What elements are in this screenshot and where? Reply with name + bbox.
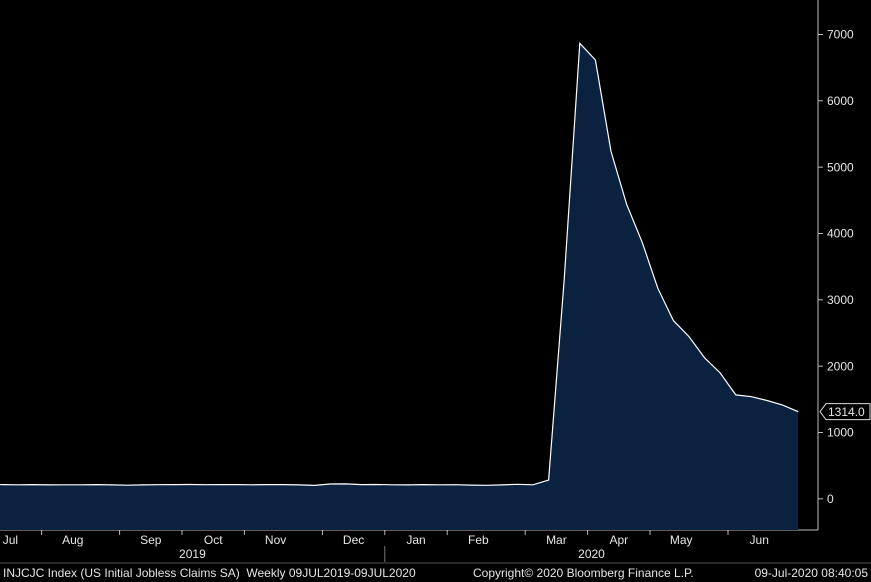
x-tick-label: Mar [546, 533, 567, 547]
x-tick-label: Sep [140, 533, 162, 547]
y-tick-label: 0 [827, 492, 834, 506]
year-label: 2019 [179, 547, 206, 561]
value-label-box [819, 403, 871, 421]
footer-timestamp: 09-Jul-2020 08:40:05 [755, 566, 869, 580]
year-label: 2020 [578, 547, 605, 561]
value-label: 1314.0 [828, 405, 865, 419]
x-tick-label: Jul [3, 533, 18, 547]
y-tick-label: 5000 [827, 160, 854, 174]
y-tick-label: 4000 [827, 227, 854, 241]
x-tick-label: Feb [468, 533, 489, 547]
y-tick-label: 1000 [827, 426, 854, 440]
x-tick-label: Aug [62, 533, 83, 547]
footer-description: INJCJC Index (US Initial Jobless Claims … [3, 566, 416, 580]
x-tick-label: May [670, 533, 693, 547]
x-tick-label: Apr [609, 533, 628, 547]
y-tick-label: 3000 [827, 293, 854, 307]
y-tick-label: 7000 [827, 28, 854, 42]
y-tick-label: 6000 [827, 94, 854, 108]
area [0, 43, 799, 530]
y-tick-label: 2000 [827, 359, 854, 373]
x-tick-label: Jan [406, 533, 425, 547]
line [0, 41, 799, 487]
x-tick-label: Jun [750, 533, 769, 547]
x-tick-label: Dec [343, 533, 364, 547]
footer-copyright: Copyright© 2020 Bloomberg Finance L.P. [473, 566, 694, 580]
x-tick-label: Oct [204, 533, 223, 547]
x-tick-label: Nov [265, 533, 286, 547]
